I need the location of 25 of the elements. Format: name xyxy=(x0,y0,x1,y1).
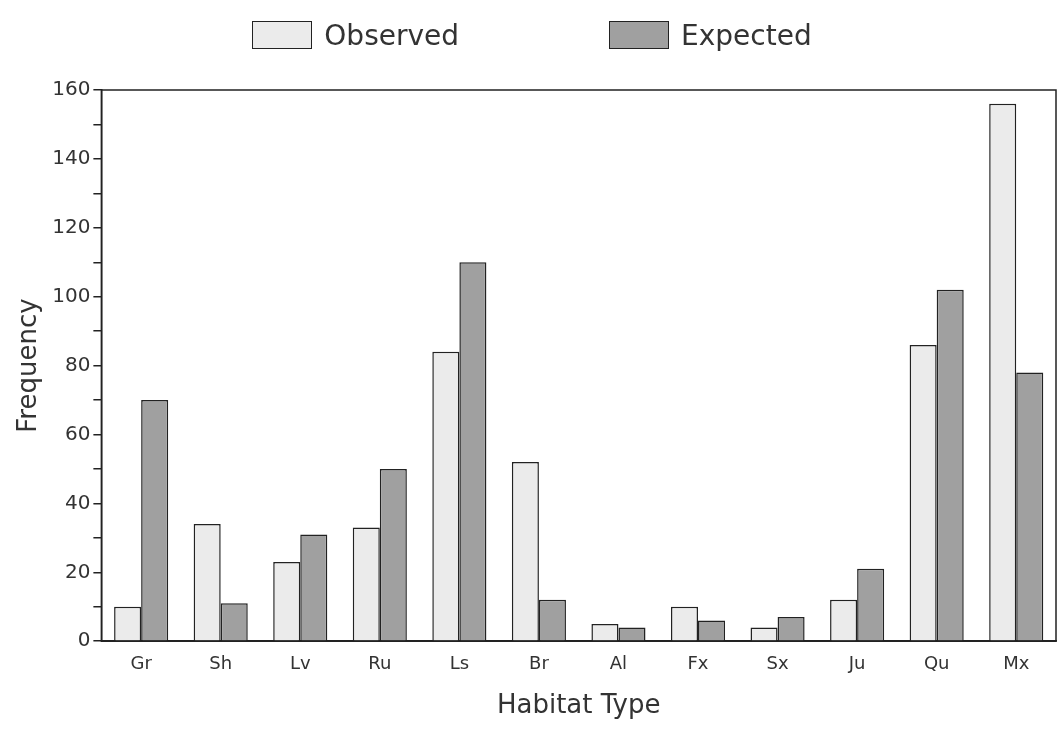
x-tick-label: Ls xyxy=(449,651,470,673)
x-axis-title: Habitat Type xyxy=(496,689,661,720)
y-tick-label: 20 xyxy=(64,558,91,583)
x-tick-label: Mx xyxy=(1003,651,1030,673)
x-tick-label: Qu xyxy=(923,651,950,673)
x-tick-label: Lv xyxy=(289,651,311,673)
y-tick-label: 80 xyxy=(64,351,91,376)
y-tick-label: 40 xyxy=(64,489,91,514)
y-tick-label: 100 xyxy=(52,282,91,307)
x-tick-label: Fx xyxy=(687,651,709,673)
legend-label: Expected xyxy=(681,18,812,52)
x-tick-label: Ru xyxy=(368,651,392,673)
x-tick-label: Ju xyxy=(847,651,866,673)
y-tick-label: 60 xyxy=(64,420,91,445)
x-tick-label: Gr xyxy=(130,651,153,673)
y-tick-label: 0 xyxy=(77,627,91,652)
y-tick-label: 160 xyxy=(52,76,91,101)
y-tick-label: 120 xyxy=(52,214,91,238)
x-tick-label: Al xyxy=(609,651,628,673)
legend-label: Observed xyxy=(324,18,460,52)
y-axis-title: Frequency xyxy=(12,298,43,433)
x-tick-label: Br xyxy=(529,651,550,673)
x-tick-label: Sh xyxy=(209,651,233,673)
y-tick-label: 140 xyxy=(52,145,91,170)
x-tick-label: Sx xyxy=(766,651,789,673)
